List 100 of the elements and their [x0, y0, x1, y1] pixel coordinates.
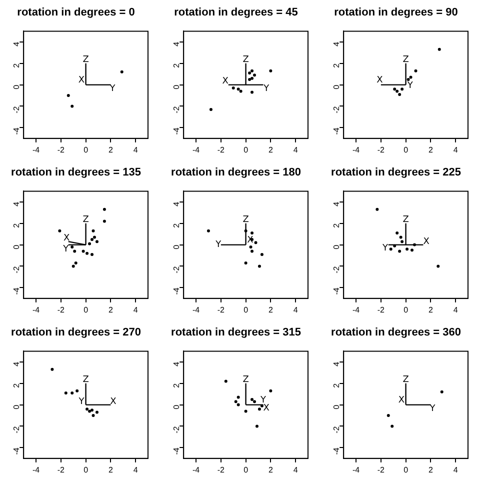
chart-title: rotation in degrees = 0: [17, 6, 135, 19]
x-tick-label: 0: [404, 305, 409, 314]
x-tick-label: -2: [217, 145, 226, 154]
x-tick-label: -4: [192, 145, 200, 154]
y-tick-label: 4: [332, 41, 341, 46]
y-tick-label: -4: [12, 447, 21, 455]
y-tick-label: -2: [172, 266, 181, 274]
annotation: Z: [82, 374, 89, 385]
annotation: Z: [402, 374, 409, 385]
annotation: X: [423, 236, 430, 247]
x-tick-label: 2: [428, 145, 434, 154]
annotation: Y: [428, 404, 436, 414]
x-tick-label: -2: [217, 465, 226, 474]
y-tick-label: 2: [332, 382, 341, 388]
annotation: X: [376, 75, 383, 86]
y-tick-label: -2: [332, 106, 341, 114]
x-tick-label: -2: [377, 305, 386, 314]
x-tick-label: 4: [293, 465, 298, 474]
x-tick-label: 4: [453, 305, 458, 314]
y-tick-label: 2: [12, 382, 21, 388]
y-tick-label: 4: [172, 201, 181, 206]
x-tick-label: 4: [293, 145, 298, 154]
annotation: Z: [402, 54, 409, 65]
x-tick-label: 2: [428, 305, 434, 314]
chart-title: rotation in degrees = 180: [171, 166, 301, 179]
annotation: Y: [382, 243, 389, 254]
annotation: Y: [262, 84, 270, 94]
annotation: X: [63, 234, 70, 244]
y-tick-label: 2: [12, 222, 21, 228]
x-tick-label: -4: [352, 465, 360, 474]
x-tick-label: 0: [404, 465, 409, 474]
y-tick-label: -2: [12, 266, 21, 274]
annotation: Z: [242, 374, 249, 385]
annotation: X: [263, 403, 270, 414]
y-tick-label: 2: [172, 62, 181, 68]
annotation: Y: [259, 395, 266, 406]
y-tick-label: 4: [172, 361, 181, 366]
y-tick-label: 0: [332, 84, 341, 90]
x-tick-label: 2: [268, 305, 274, 314]
x-tick-label: -2: [57, 145, 66, 154]
x-tick-label: 0: [84, 465, 89, 474]
x-tick-label: -4: [32, 465, 40, 474]
y-tick-label: -2: [172, 426, 181, 434]
x-tick-label: -2: [217, 305, 226, 314]
chart-title: rotation in degrees = 270: [11, 326, 141, 339]
y-tick-label: 0: [332, 244, 341, 250]
x-tick-label: -2: [57, 465, 66, 474]
annotation: Z: [82, 214, 89, 225]
x-tick-label: 2: [268, 145, 274, 154]
y-tick-label: -2: [172, 106, 181, 114]
annotation: Z: [82, 54, 89, 65]
annotation: X: [222, 76, 228, 86]
x-tick-label: 4: [293, 305, 298, 314]
annotation: Y: [62, 244, 70, 254]
y-tick-label: -2: [332, 426, 341, 434]
x-tick-label: 4: [453, 465, 458, 474]
y-tick-label: 0: [12, 244, 21, 250]
y-tick-label: 4: [12, 201, 21, 206]
x-tick-label: -4: [192, 305, 200, 314]
x-tick-label: 0: [244, 145, 249, 154]
annotation: Y: [108, 84, 116, 94]
annotation: X: [398, 395, 405, 406]
x-tick-label: -2: [377, 465, 386, 474]
y-tick-label: 0: [172, 84, 181, 90]
y-tick-label: -2: [12, 106, 21, 114]
chart-title: rotation in degrees = 45: [174, 6, 298, 19]
y-tick-label: 2: [172, 382, 181, 388]
y-tick-label: -4: [172, 287, 181, 295]
y-tick-label: 2: [332, 222, 341, 228]
x-tick-label: -2: [377, 145, 386, 154]
y-tick-label: 4: [172, 41, 181, 46]
x-tick-label: 4: [133, 305, 138, 314]
y-tick-label: 2: [12, 62, 21, 68]
y-tick-label: -4: [332, 287, 341, 295]
x-tick-label: -4: [352, 145, 360, 154]
y-tick-label: -4: [12, 127, 21, 135]
x-tick-label: 2: [108, 145, 114, 154]
x-tick-label: 2: [108, 465, 114, 474]
annotation: Z: [242, 214, 249, 225]
y-tick-label: -2: [12, 426, 21, 434]
y-tick-label: 0: [12, 404, 21, 410]
x-tick-label: 0: [404, 145, 409, 154]
x-tick-label: 0: [244, 465, 249, 474]
chart-title: rotation in degrees = 360: [331, 326, 461, 339]
y-tick-label: 4: [332, 201, 341, 206]
y-tick-label: -4: [172, 447, 181, 455]
annotation: X: [78, 75, 85, 86]
annotation: Z: [402, 214, 409, 225]
x-tick-label: -4: [192, 465, 200, 474]
x-tick-label: 2: [428, 465, 434, 474]
y-tick-label: 0: [332, 404, 341, 410]
y-tick-label: 0: [12, 84, 21, 90]
chart-title: rotation in degrees = 225: [331, 166, 461, 179]
y-tick-label: -4: [12, 287, 21, 295]
y-tick-label: 4: [12, 41, 21, 46]
x-tick-label: -4: [32, 305, 40, 314]
chart-title: rotation in degrees = 135: [11, 166, 141, 179]
x-tick-label: 2: [108, 305, 114, 314]
y-tick-label: 4: [12, 361, 21, 366]
y-tick-label: 4: [332, 361, 341, 366]
